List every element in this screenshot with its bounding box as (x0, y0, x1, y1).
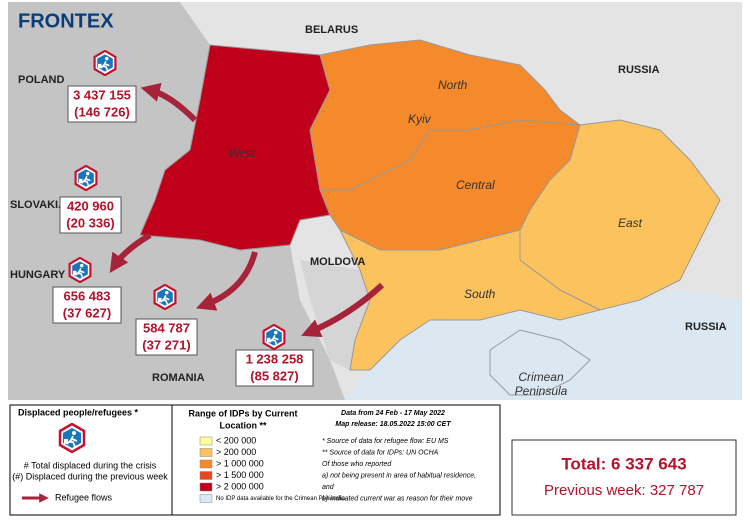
flow-previous: (37 271) (142, 337, 190, 352)
range-label: > 200 000 (216, 447, 256, 457)
note: a) not being present in area of habitual… (322, 472, 476, 479)
flow-arrow (196, 251, 258, 311)
legend-icon (58, 423, 86, 453)
flow-icon (74, 165, 98, 191)
logo: FRONTEX (18, 10, 114, 32)
region-south (338, 228, 602, 371)
previous-week: Previous week: 327 787 (544, 482, 704, 499)
totals-box (511, 439, 737, 516)
range-label: > 2 000 000 (216, 481, 264, 491)
flow-total: 584 787 (143, 320, 190, 335)
region-east (519, 119, 721, 311)
note: b) indicated current war as reason for t… (322, 495, 473, 502)
flow-total: 3 437 155 (73, 87, 131, 102)
note: Map release: 18.05.2022 15:00 CET (335, 421, 451, 428)
legend-title: Displaced people/refugees * (18, 407, 139, 417)
range-swatch (199, 494, 213, 503)
region-label: Peninsula (515, 384, 568, 398)
flow-total: 1 238 258 (246, 351, 304, 366)
flow-icon (93, 50, 117, 76)
note: and (322, 484, 335, 491)
legend-box (9, 404, 501, 516)
flow-total: 420 960 (67, 198, 114, 213)
legend-text: Refugee flows (55, 492, 113, 502)
range-swatch (199, 471, 213, 480)
note: * Source of data for refugee flow: EU MS (322, 438, 449, 445)
flow-arrow (301, 282, 385, 338)
flow-box (235, 349, 314, 387)
crimea (489, 329, 591, 396)
refugee-flows (109, 83, 385, 338)
flow-box (67, 85, 137, 123)
region-label: Central (456, 178, 495, 192)
flow-icon (153, 284, 177, 310)
country-label: BELARUS (305, 24, 358, 36)
flow-previous: (37 627) (63, 305, 111, 320)
country-label: ROMANIA (152, 372, 205, 384)
range-swatch (199, 436, 213, 446)
flow-box (135, 318, 198, 356)
range-swatch (199, 448, 213, 457)
flow-arrow (140, 83, 198, 123)
legend-title: Range of IDPs by Current (188, 408, 297, 418)
country-label: RUSSIA (618, 64, 660, 76)
flow-previous: (146 726) (74, 104, 130, 119)
region-label: East (618, 216, 643, 230)
flow-box (52, 286, 122, 324)
flow-icon (262, 324, 286, 350)
country-label: HUNGARY (10, 269, 66, 281)
country-label: MOLDOVA (310, 256, 365, 268)
flow-previous: (20 336) (66, 215, 114, 230)
range-label: No IDP data available for the Crimean Pe… (216, 496, 346, 502)
flow-previous: (85 827) (250, 368, 298, 383)
range-label: < 200 000 (216, 435, 256, 445)
range-swatch (199, 459, 213, 469)
region-label: South (464, 287, 496, 301)
range-label: > 1 500 000 (216, 470, 264, 480)
country-label: SLOVAKIA (10, 199, 66, 211)
region-label: North (438, 78, 468, 92)
flow-arrow (109, 232, 152, 273)
total: Total: 6 337 643 (561, 454, 686, 473)
legend-title: Location ** (219, 420, 267, 430)
region-label: Kyiv (408, 112, 432, 126)
legend-text: (#) Displaced during the previous week (12, 471, 168, 481)
range-label: > 1 000 000 (216, 458, 264, 468)
note: Data from 24 Feb - 17 May 2022 (341, 410, 445, 417)
note: ** Source of data for IDPs: UN OCHA (322, 449, 439, 456)
region-label: Crimean (518, 370, 564, 384)
moldova (300, 260, 370, 370)
country-label: POLAND (18, 74, 65, 86)
legend-text: # Total displaced during the crisis (24, 460, 157, 470)
range-swatch (199, 482, 213, 492)
flow-box (59, 196, 122, 234)
note: Of those who reported (322, 461, 392, 468)
country-label: RUSSIA (685, 321, 727, 333)
flow-icon (68, 257, 92, 283)
flow-total: 656 483 (64, 288, 111, 303)
region-label: West (228, 146, 256, 160)
